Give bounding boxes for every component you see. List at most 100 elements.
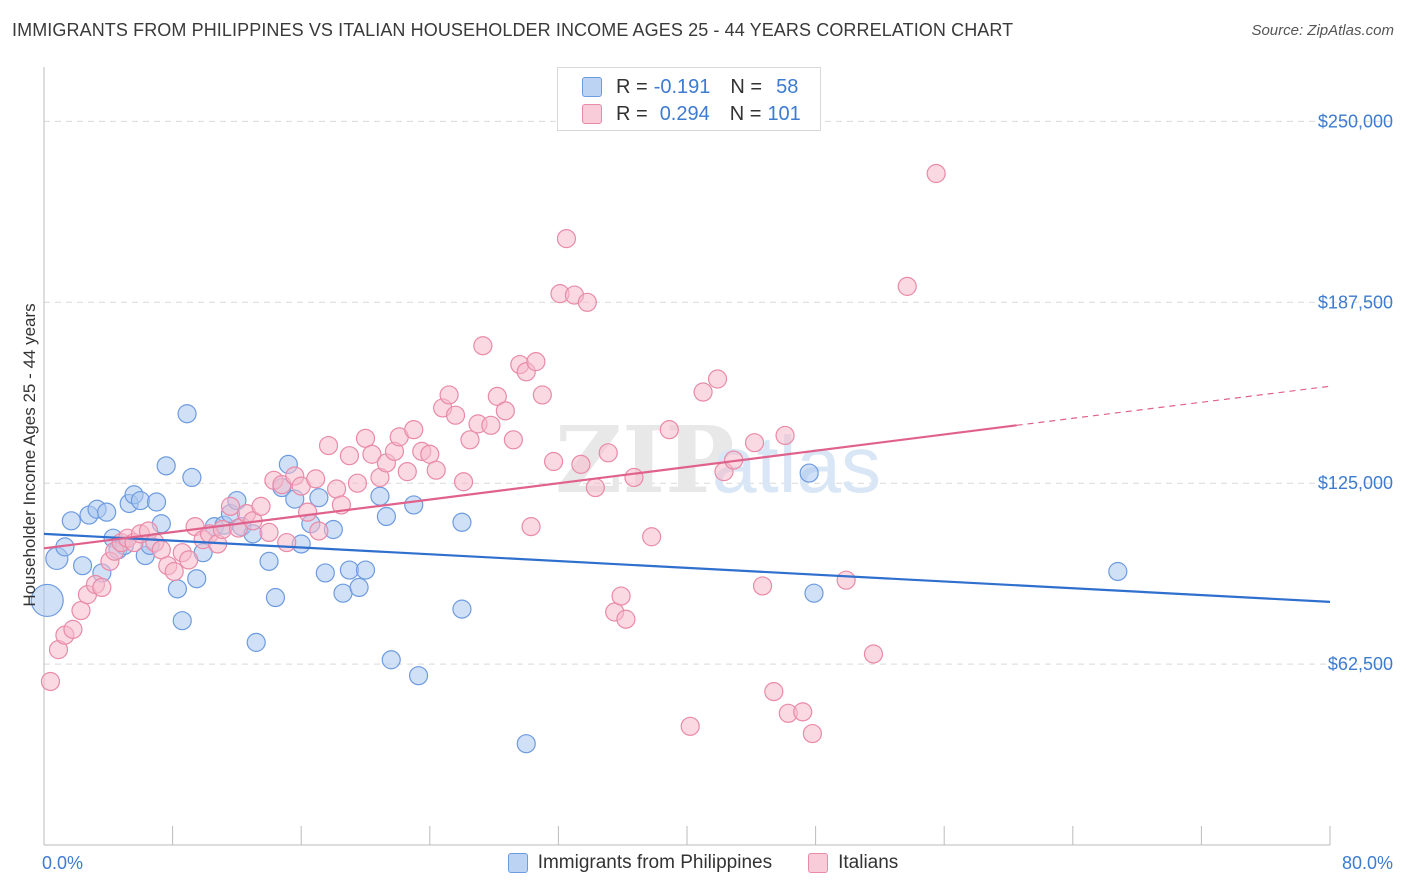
data-point-italians xyxy=(40,671,61,692)
data-point-philippines xyxy=(381,650,401,670)
data-point-italians xyxy=(251,496,271,516)
data-point-philippines xyxy=(30,583,64,618)
legend-row-philippines: R = -0.191 N = 58 xyxy=(558,74,798,100)
data-point-italians xyxy=(556,229,577,249)
data-point-italians xyxy=(744,433,765,453)
data-point-philippines xyxy=(130,490,151,511)
legend-swatch-pink xyxy=(582,104,602,124)
data-point-italians xyxy=(897,276,917,296)
series-italians-points xyxy=(40,163,946,744)
trend-line-italians xyxy=(43,424,1017,550)
x-tick-label: 0.0% xyxy=(42,853,83,873)
data-point-italians xyxy=(426,460,446,480)
data-point-italians xyxy=(92,577,112,598)
data-point-philippines xyxy=(97,502,117,522)
data-point-italians xyxy=(487,386,507,406)
data-point-italians xyxy=(460,430,480,450)
trend-lines xyxy=(43,385,1331,603)
data-point-italians xyxy=(259,522,279,543)
data-point-italians xyxy=(63,619,83,639)
data-point-italians xyxy=(598,443,618,463)
y-tick-label: $62,500 xyxy=(1328,654,1393,674)
data-point-philippines xyxy=(167,579,188,599)
data-point-philippines xyxy=(404,495,424,515)
data-point-italians xyxy=(404,420,424,440)
data-point-italians xyxy=(642,527,662,547)
data-point-italians xyxy=(752,576,773,596)
data-point-philippines xyxy=(265,587,286,608)
data-point-italians xyxy=(764,681,784,702)
data-point-italians xyxy=(659,420,679,440)
data-point-italians xyxy=(362,444,382,464)
legend-r-value: -0.191 xyxy=(653,75,711,98)
data-point-philippines xyxy=(799,463,819,483)
axes xyxy=(43,67,1331,846)
trend-line-philippines xyxy=(43,532,1331,603)
data-point-italians xyxy=(532,385,552,405)
data-point-italians xyxy=(473,336,493,356)
legend-n-value: 58 xyxy=(776,75,799,98)
data-point-italians xyxy=(306,469,326,489)
data-point-italians xyxy=(179,550,199,570)
data-point-philippines xyxy=(452,599,472,619)
data-point-italians xyxy=(802,723,822,744)
data-point-italians xyxy=(585,477,605,498)
data-point-philippines xyxy=(182,467,202,488)
data-point-philippines xyxy=(177,404,197,424)
data-point-philippines xyxy=(146,492,167,512)
data-point-italians xyxy=(611,586,631,606)
data-point-italians xyxy=(481,415,501,435)
data-point-italians xyxy=(503,430,523,450)
data-point-italians xyxy=(693,382,713,402)
data-point-italians xyxy=(526,352,546,372)
data-point-italians xyxy=(397,462,417,482)
data-point-italians xyxy=(445,405,466,425)
data-point-philippines xyxy=(408,666,429,686)
data-point-italians xyxy=(439,385,459,405)
data-point-philippines xyxy=(259,551,279,571)
data-point-italians xyxy=(318,435,339,456)
data-point-italians xyxy=(277,532,297,553)
legend-row-italians: R = 0.294 N = 101 xyxy=(558,101,801,127)
source-credit: Source: ZipAtlas.com xyxy=(1251,22,1394,39)
data-point-italians xyxy=(775,425,795,446)
series-legend-label: Italians xyxy=(838,852,899,873)
data-point-italians xyxy=(220,496,241,516)
legend-r-label: R = xyxy=(616,75,648,98)
data-point-italians xyxy=(309,521,329,541)
y-tick-labels: $62,500 $125,000 $187,500 $250,000 xyxy=(1318,111,1393,674)
legend-r-label: R = xyxy=(616,102,648,125)
data-point-italians xyxy=(680,716,700,736)
data-point-italians xyxy=(926,163,946,184)
data-point-italians xyxy=(571,454,591,474)
data-point-philippines xyxy=(61,511,81,531)
data-point-italians xyxy=(212,519,233,540)
y-axis-label: Householder Income Ages 25 - 44 years xyxy=(20,303,39,606)
data-point-italians xyxy=(543,451,564,472)
data-point-philippines xyxy=(355,560,376,580)
series-legend-philippines: Immigrants from Philippines xyxy=(507,852,772,874)
data-point-philippines xyxy=(804,583,824,603)
data-point-philippines xyxy=(333,583,353,603)
legend-r-value: 0.294 xyxy=(659,102,710,125)
series-legend-italians: Italians xyxy=(808,852,898,874)
x-tick-label: 80.0% xyxy=(1342,853,1393,873)
correlation-legend: R = -0.191 N = 58 R = 0.294 N = 101 xyxy=(557,67,821,131)
data-point-italians xyxy=(624,467,644,488)
data-point-philippines xyxy=(172,611,192,631)
legend-swatch-blue xyxy=(582,77,602,97)
data-point-italians xyxy=(326,479,347,499)
x-tick-labels: 0.0% 80.0% xyxy=(42,853,1393,873)
data-point-philippines xyxy=(156,456,176,476)
data-point-italians xyxy=(707,369,728,389)
watermark: ZIP atlas xyxy=(555,406,881,514)
data-point-italians xyxy=(836,570,856,590)
data-point-philippines xyxy=(246,632,266,652)
series-swatch-pink xyxy=(808,853,829,873)
legend-n-value: 101 xyxy=(767,102,801,125)
chart-title: IMMIGRANTS FROM PHILIPPINES VS ITALIAN H… xyxy=(12,20,1014,40)
data-point-philippines xyxy=(309,488,329,508)
legend-n-label: N = xyxy=(729,102,762,125)
data-point-philippines xyxy=(72,556,93,576)
